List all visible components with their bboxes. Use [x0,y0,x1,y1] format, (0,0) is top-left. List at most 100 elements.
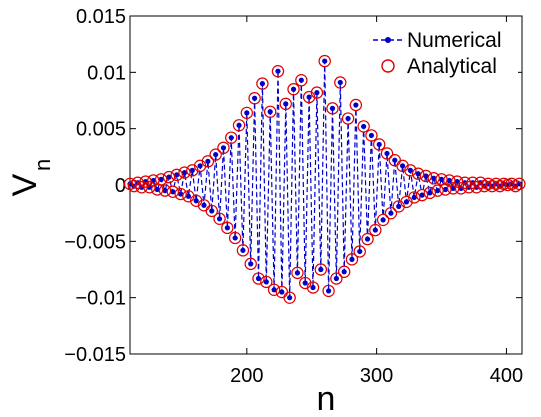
analytical-point [349,98,363,112]
y-axis-label-main: V [6,173,44,196]
analytical-point [474,176,487,189]
analytical-point [384,206,398,220]
x-tick-label: 300 [360,365,393,387]
numerical-point [244,110,250,116]
analytical-point [240,106,254,120]
legend-analytical-label: Analytical [407,55,497,78]
numerical-point [341,269,347,275]
y-tick-label: 0.005 [76,119,126,141]
analytical-point [396,159,409,173]
y-tick-label: 0 [115,175,126,197]
numerical-point [248,261,254,267]
numerical-point [372,227,378,233]
analytical-point [310,86,324,99]
y-tick-label: 0.015 [76,6,126,28]
numerical-point [380,217,386,223]
numerical-point [290,86,297,92]
analytical-point [419,169,433,183]
analytical-point [170,168,183,182]
analytical-point [154,173,168,186]
numerical-point [232,235,238,241]
numerical-point [178,191,184,197]
analytical-point [205,204,218,218]
y-axis-ticks: −0.015 −0.01 −0.005 0 0.005 0.01 0.015 [64,6,522,366]
analytical-point [232,119,246,132]
numerical-point [306,94,312,100]
numerical-point [364,236,371,242]
legend-numerical-label: Numerical [407,29,502,52]
analytical-point [228,231,242,245]
numerical-point [353,102,359,108]
numerical-point [189,167,195,173]
analytical-point [193,159,207,173]
analytical-point [326,102,339,115]
analytical-point [330,272,343,285]
numerical-point [205,158,211,164]
analytical-point [263,105,277,118]
y-tick-label: −0.015 [64,344,126,366]
analytical-point [182,190,195,203]
numerical-point [403,199,410,205]
numerical-point [158,176,164,182]
analytical-point [345,253,359,266]
numerical-point [349,256,355,262]
analytical-point [186,164,199,177]
legend-box [368,24,518,80]
numerical-point [267,109,273,115]
numerical-point [325,288,332,294]
numerical-point [228,135,234,141]
numerical-point [216,216,223,222]
analytical-point [209,148,222,161]
analytical-point [423,186,437,200]
analytical-point [217,141,230,155]
numerical-point [174,172,180,178]
numerical-point [236,122,242,128]
analytical-point [271,65,285,78]
analytical-point [291,266,304,280]
numerical-point [419,192,425,198]
analytical-point [408,191,421,204]
analytical-point [376,213,390,227]
numerical-point [399,163,406,169]
numerical-point [193,198,199,204]
analytical-point [287,83,300,96]
analytical-point [392,200,405,213]
analytical-point [299,276,312,290]
numerical-point [283,101,289,107]
analytical-point [357,120,370,133]
numerical-point [201,202,207,208]
analytical-point [162,170,176,184]
analytical-point [318,54,331,68]
legend: Numerical Analytical [368,24,518,80]
numerical-point [427,190,433,196]
numerical-point [329,105,336,111]
analytical-point [466,176,479,189]
numerical-point [388,210,394,216]
analytical-point [513,177,526,191]
analytical-point [302,90,316,104]
analytical-point [178,166,191,179]
y-tick-label: −0.01 [75,288,126,310]
numerical-point [279,289,285,295]
x-tick-label: 400 [490,365,523,387]
analytical-point [225,131,238,144]
y-axis-label-subscript: n [30,159,55,171]
numerical-point [154,186,160,193]
analytical-point [361,232,374,246]
numerical-point [392,157,398,163]
numerical-point [220,145,227,151]
analytical-point [244,257,257,271]
analytical-point [334,76,347,89]
analytical-point [248,92,261,105]
analytical-point [404,164,417,177]
numerical-point [166,174,172,180]
numerical-point [287,295,293,301]
numerical-point [224,225,230,231]
analytical-point [260,275,273,289]
numerical-point [435,188,441,194]
numerical-point [314,90,320,96]
numerical-point [170,189,176,195]
numerical-point [185,193,192,199]
x-tick-label: 200 [230,365,263,387]
analytical-point [236,244,250,257]
